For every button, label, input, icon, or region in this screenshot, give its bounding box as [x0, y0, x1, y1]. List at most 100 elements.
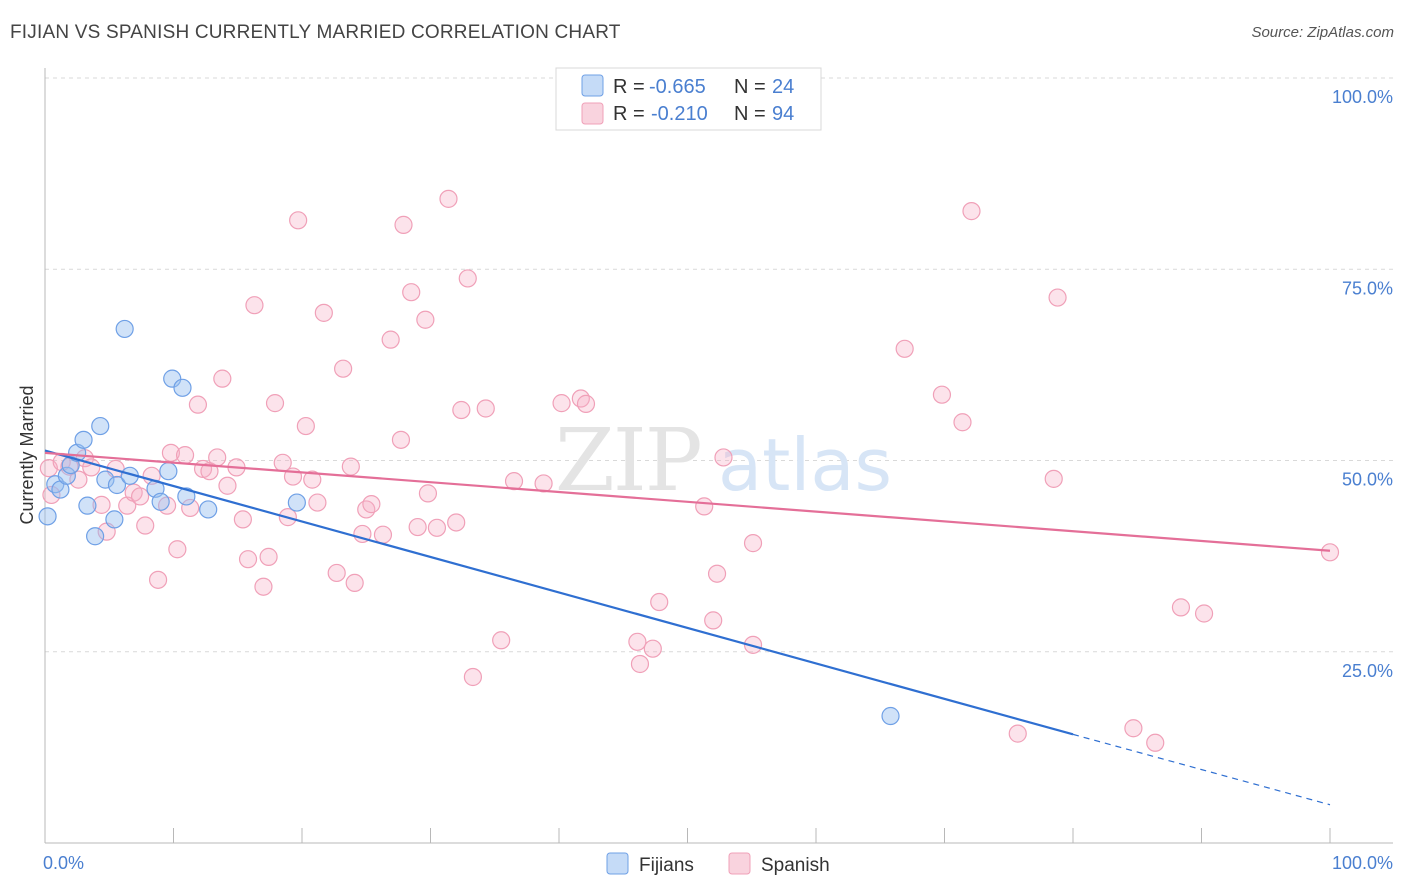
- spanish-point-70: [628, 632, 647, 651]
- spanish-point-76: [707, 564, 727, 583]
- fijians-r-label: R =: [613, 76, 645, 98]
- spanish-r-value: -0.210: [651, 103, 708, 125]
- spanish-point-58: [439, 189, 458, 208]
- fijian-point-19: [173, 378, 192, 397]
- spanish-point-28: [233, 510, 252, 529]
- fijian-point-16: [151, 492, 170, 511]
- spanish-point-78: [743, 534, 763, 553]
- spanish-point-67: [552, 394, 571, 413]
- fijian-point-9: [91, 416, 110, 436]
- source-credit: Source: ZipAtlas.com: [1251, 24, 1394, 41]
- spanish-point-49: [373, 525, 393, 544]
- spanish-point-75: [704, 611, 723, 630]
- spanish-point-43: [334, 359, 353, 378]
- spanish-point-60: [452, 400, 471, 420]
- fijian-point-22: [287, 493, 306, 512]
- spanish-point-68: [571, 389, 590, 408]
- spanish-point-54: [408, 517, 427, 537]
- fijian-point-23: [881, 706, 900, 726]
- spanish-point-32: [259, 547, 278, 566]
- spanish-point-23: [200, 462, 219, 481]
- fijian-point-20: [177, 487, 196, 506]
- spanish-point-42: [327, 563, 346, 583]
- spanish-point-46: [353, 524, 372, 544]
- spanish-point-84: [1044, 469, 1063, 488]
- spanish-point-40: [308, 493, 327, 512]
- spanish-point-74: [695, 497, 714, 516]
- spanish-r-label: R =: [613, 103, 645, 125]
- spanish-point-91: [1320, 543, 1340, 562]
- spanish-point-80: [895, 339, 914, 358]
- spanish-point-24: [208, 448, 227, 467]
- x-tick-label-min: 0.0%: [43, 853, 84, 873]
- spanish-point-21: [188, 395, 208, 414]
- y-tick-label-25: 25.0%: [1342, 661, 1393, 681]
- chart-title: FIJIAN VS SPANISH CURRENTLY MARRIED CORR…: [10, 22, 621, 43]
- fijian-point-6: [74, 430, 93, 449]
- spanish-point-37: [289, 211, 308, 230]
- spanish-point-33: [265, 394, 285, 413]
- fijian-point-12: [107, 475, 127, 495]
- trend-lines: [44, 449, 1331, 806]
- fijians-n-value: 24: [772, 76, 794, 98]
- y-tick-label-75: 75.0%: [1342, 278, 1393, 298]
- fijian-trend-extension: [1072, 733, 1331, 806]
- spanish-point-63: [476, 399, 495, 418]
- fijian-trend-line: [44, 449, 1074, 736]
- spanish-point-19: [175, 446, 195, 465]
- spanish-point-20: [181, 498, 200, 518]
- fijian-point-8: [86, 527, 105, 546]
- legend-spanish-label: Spanish: [761, 855, 830, 876]
- watermark-zip: ZIP: [555, 411, 701, 511]
- x-axis-ticks: [44, 828, 1331, 843]
- fijian-point-13: [115, 319, 134, 339]
- fijians-swatch: [581, 74, 604, 97]
- spanish-point-12: [130, 487, 150, 506]
- spanish-point-29: [238, 550, 258, 569]
- spanish-point-47: [357, 500, 376, 519]
- spanish-point-4: [69, 470, 88, 489]
- spanish-point-57: [427, 518, 447, 537]
- spanish-point-82: [953, 413, 972, 432]
- fijian-points: [38, 319, 900, 726]
- spanish-n-label: N =: [734, 103, 766, 125]
- spanish-point-15: [148, 570, 168, 589]
- stats-legend: R = -0.665 N = 24 R = -0.210 N = 94: [555, 67, 822, 131]
- watermark: ZIP atlas: [555, 411, 892, 511]
- spanish-swatch: [581, 102, 604, 125]
- spanish-point-66: [534, 474, 553, 493]
- spanish-point-52: [394, 215, 413, 234]
- spanish-point-7: [92, 495, 111, 514]
- spanish-trend-line: [44, 451, 1331, 552]
- fijian-point-17: [159, 462, 178, 481]
- spanish-point-44: [341, 457, 360, 476]
- y-tick-label-50: 50.0%: [1342, 470, 1393, 490]
- spanish-point-51: [391, 430, 411, 449]
- fijian-point-18: [163, 369, 182, 388]
- spanish-point-18: [168, 540, 187, 559]
- spanish-point-81: [932, 385, 952, 404]
- spanish-point-89: [1171, 598, 1191, 617]
- spanish-point-26: [218, 476, 237, 495]
- spanish-point-31: [254, 577, 273, 596]
- spanish-point-41: [314, 303, 333, 322]
- spanish-point-30: [245, 296, 264, 315]
- y-tick-label-100: 100.0%: [1332, 87, 1393, 107]
- spanish-point-73: [650, 592, 669, 612]
- spanish-point-50: [381, 330, 400, 349]
- fijian-point-0: [38, 507, 57, 526]
- watermark-atlas: atlas: [718, 423, 892, 507]
- fijian-point-7: [78, 496, 97, 515]
- spanish-points: [39, 189, 1340, 752]
- spanish-point-25: [213, 369, 232, 388]
- spanish-point-13: [136, 516, 155, 535]
- y-axis-label: Currently Married: [17, 385, 37, 524]
- spanish-point-56: [418, 484, 438, 503]
- spanish-point-38: [296, 416, 315, 436]
- spanish-point-69: [576, 394, 596, 413]
- spanish-point-59: [447, 513, 466, 532]
- fijian-point-11: [105, 510, 124, 529]
- fijians-r-value: -0.665: [649, 76, 706, 98]
- fijian-point-3: [57, 466, 76, 485]
- fijians-n-label: N =: [734, 76, 766, 98]
